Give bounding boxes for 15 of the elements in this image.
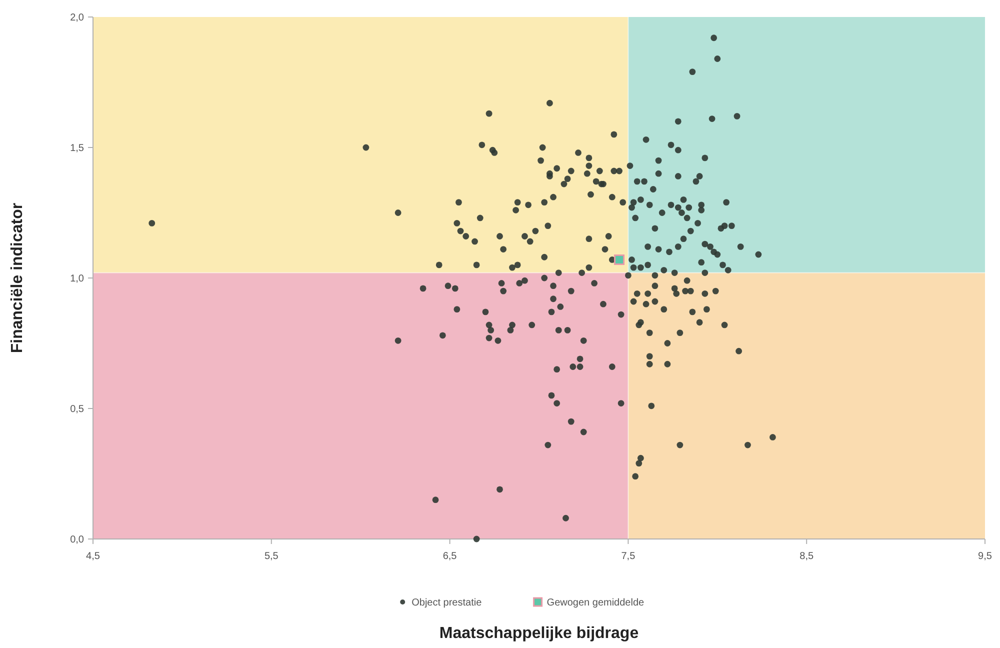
y-tick-label: 0,5	[70, 404, 84, 415]
y-tick-label: 1,5	[70, 143, 84, 154]
x-tick-label: 4,5	[86, 551, 100, 562]
legend-label: Object prestatie	[412, 598, 482, 608]
y-tick-label: 0,0	[70, 534, 84, 546]
y-axis-title: Financiële indicator	[9, 202, 26, 354]
x-axis-title: Maatschappelijke bijdrage	[439, 625, 639, 642]
x-tick-label: 9,5	[978, 551, 992, 562]
x-tick-label: 7,5	[621, 551, 636, 562]
y-tick-label: 1,0	[70, 274, 84, 284]
x-tick-label: 8,5	[800, 551, 814, 562]
legend-label: Gewogen gemiddelde	[546, 598, 645, 608]
x-tick-label: 5,5	[264, 551, 279, 562]
y-tick-label: 2,0	[70, 12, 84, 24]
x-tick-label: 6,5	[442, 551, 458, 562]
